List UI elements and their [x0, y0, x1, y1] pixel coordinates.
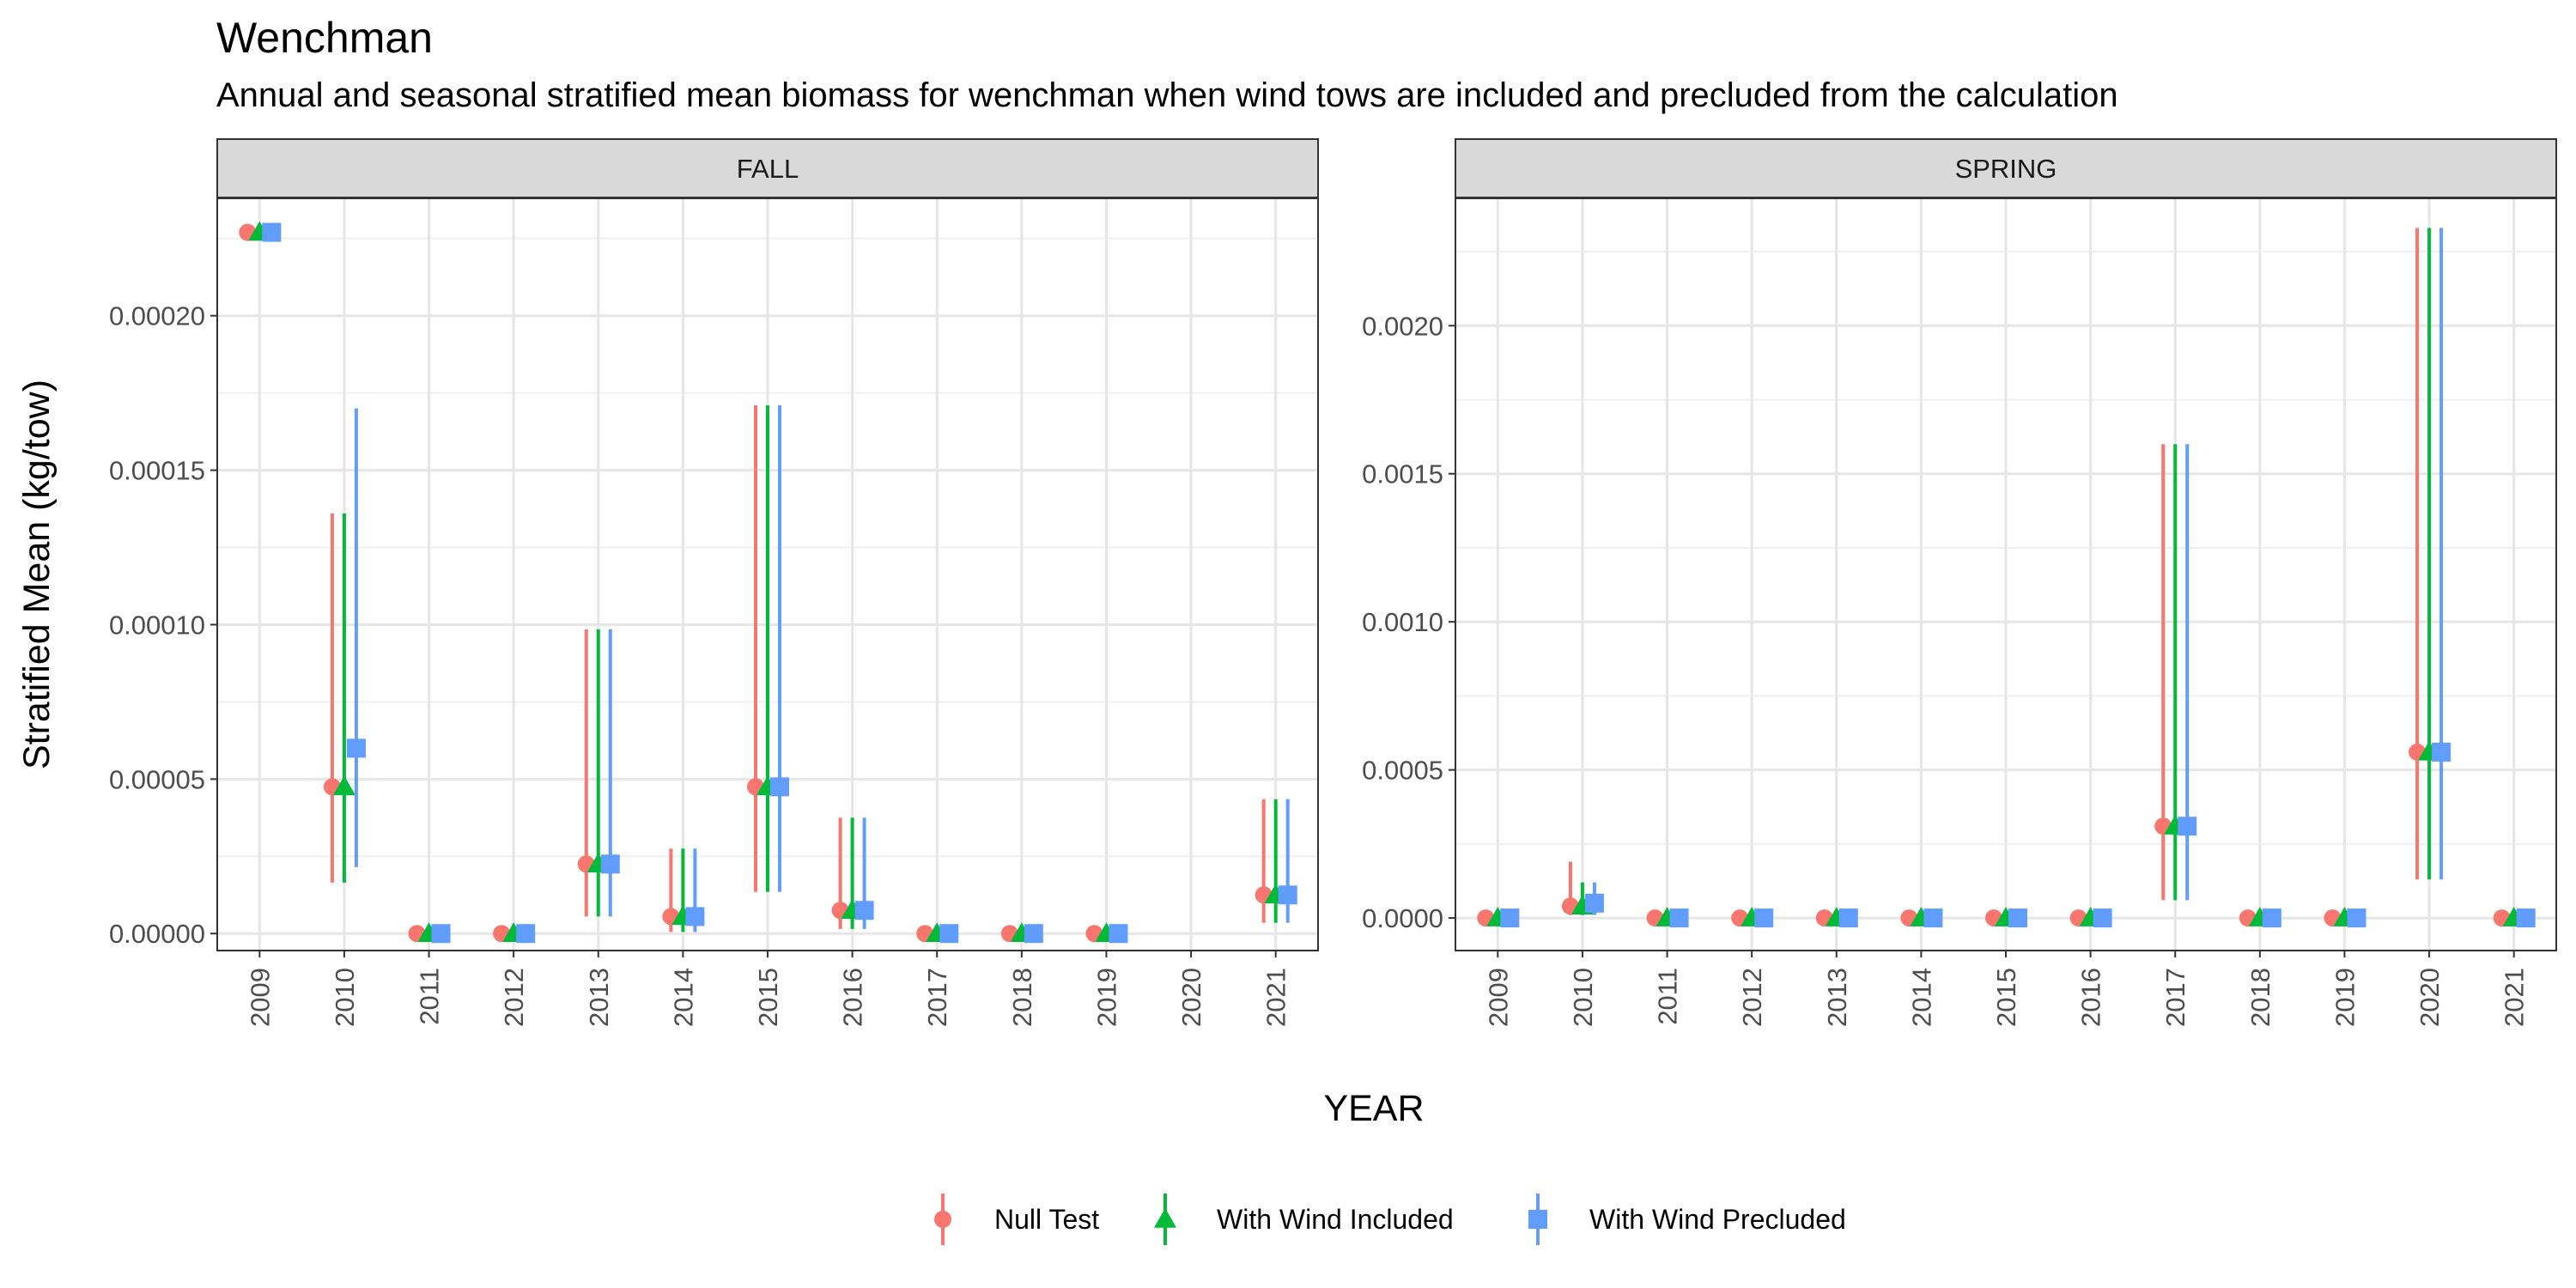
data-point: [2178, 817, 2197, 836]
data-point: [332, 775, 355, 796]
x-tick-label: 2014: [668, 968, 698, 1027]
data-point: [431, 924, 451, 944]
data-point: [1109, 924, 1128, 944]
x-tick-label: 2012: [499, 968, 529, 1027]
legend-key-circle: [934, 1211, 951, 1228]
data-point: [1923, 908, 1943, 928]
data-point: [939, 924, 959, 944]
facet-strip-label: SPRING: [1955, 154, 2057, 184]
x-tick-label: 2018: [1007, 968, 1037, 1027]
data-point: [2432, 742, 2451, 762]
facet-strip: [1455, 138, 2557, 198]
data-point: [262, 222, 282, 242]
y-tick-label: 0.00005: [109, 764, 205, 794]
x-tick-label: 2016: [838, 968, 868, 1027]
x-tick-label: 2017: [922, 968, 952, 1027]
x-tick-label: 2009: [245, 968, 275, 1027]
x-tick-label: 2012: [1737, 968, 1767, 1027]
x-tick-label: 2011: [415, 968, 445, 1025]
x-tick-label: 2010: [330, 968, 360, 1027]
y-tick-label: 0.0015: [1362, 459, 1443, 489]
chart-title: Wenchman: [216, 14, 433, 62]
data-point: [1500, 908, 1520, 928]
data-point: [1838, 908, 1858, 928]
y-tick-label: 0.0005: [1362, 756, 1443, 786]
data-point: [516, 924, 536, 944]
x-tick-label: 2019: [2330, 968, 2360, 1027]
data-point: [2008, 908, 2027, 928]
x-tick-label: 2010: [1568, 968, 1598, 1027]
data-point: [2093, 908, 2112, 928]
data-point: [1278, 885, 1297, 905]
data-point: [346, 738, 366, 758]
legend-key-square: [1528, 1210, 1547, 1229]
y-tick-label: 0.00000: [109, 919, 205, 949]
legend-label: With Wind Precluded: [1589, 1204, 1846, 1235]
data-point: [1584, 893, 1604, 913]
x-tick-label: 2015: [753, 968, 783, 1027]
data-point: [1669, 908, 1689, 928]
x-tick-label: 2013: [584, 968, 614, 1027]
y-tick-label: 0.00010: [109, 610, 205, 640]
x-tick-label: 2014: [1906, 968, 1936, 1027]
y-tick-label: 0.00015: [109, 456, 205, 486]
legend-label: Null Test: [994, 1204, 1099, 1235]
x-tick-label: 2017: [2160, 968, 2190, 1027]
data-point: [685, 907, 705, 927]
x-tick-label: 2011: [1653, 968, 1683, 1025]
x-tick-label: 2020: [2415, 968, 2445, 1027]
data-point: [1754, 908, 1774, 928]
chart-subtitle: Annual and seasonal stratified mean biom…: [216, 76, 2118, 114]
x-tick-label: 2015: [1991, 968, 2021, 1027]
x-tick-label: 2013: [1822, 968, 1852, 1027]
x-tick-label: 2019: [1091, 968, 1121, 1027]
data-point: [2347, 908, 2366, 928]
legend-label: With Wind Included: [1217, 1204, 1454, 1235]
data-point: [1024, 924, 1043, 944]
facet-strip: [216, 138, 1319, 198]
x-axis-title: YEAR: [1323, 1088, 1424, 1129]
x-tick-label: 2021: [2500, 968, 2530, 1027]
x-tick-label: 2020: [1176, 968, 1206, 1027]
x-tick-label: 2021: [1261, 968, 1291, 1027]
x-tick-label: 2018: [2245, 968, 2275, 1027]
y-axis-title: Stratified Mean (kg/tow): [16, 380, 58, 769]
y-tick-label: 0.0020: [1362, 311, 1443, 341]
data-point: [600, 854, 620, 874]
data-point: [854, 901, 874, 920]
x-tick-label: 2009: [1483, 968, 1513, 1027]
y-tick-label: 0.0000: [1362, 903, 1443, 933]
y-tick-label: 0.00020: [109, 301, 205, 331]
y-tick-label: 0.0010: [1362, 607, 1443, 637]
data-point: [2262, 908, 2281, 928]
facet-strip-label: FALL: [737, 154, 799, 184]
x-tick-label: 2016: [2076, 968, 2106, 1027]
data-point: [770, 777, 789, 797]
data-point: [2516, 908, 2536, 928]
legend-key-triangle: [1154, 1208, 1176, 1228]
